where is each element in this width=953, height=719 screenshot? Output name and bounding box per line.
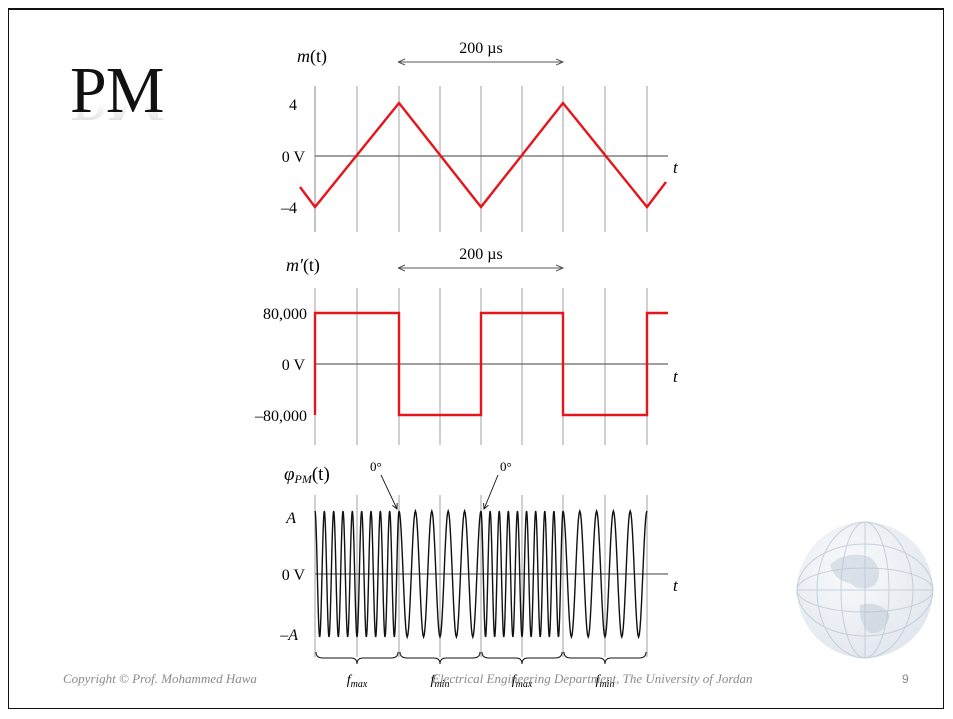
segment-label: fmax [347,673,368,690]
slide-top-border [8,8,944,10]
segment-label: fmax [512,673,533,690]
derivative-ylabel: m′(t) [286,255,320,276]
derivative-tick-0: 0 V [282,357,306,374]
slide-title: PM [70,54,164,127]
frequency-brace [315,651,399,665]
derivative-tick-neg80000: –80,000 [254,408,307,425]
frequency-brace [563,651,647,665]
time-axes [314,86,668,575]
message-tick-0: 0 V [282,149,306,166]
pm-tick-A: A [285,510,296,527]
pm-carrier-wave [314,508,648,640]
message-tick-neg4: –4 [280,200,297,217]
pm-time-label: t [673,576,679,595]
segment-label: fmin [431,673,450,690]
globe-watermark-icon [796,521,934,659]
derivative-period-label: 200 µs [459,246,502,263]
message-tick-4: 4 [289,97,297,114]
segment-label: fmin [596,673,615,690]
pm-phase-arrow-1 [380,474,397,509]
frequency-brace [481,651,563,665]
message-time-label: t [673,158,679,177]
derivative-square-wave [313,311,668,417]
footer-copyright: Copyright © Prof. Mohammed Hawa [63,671,257,686]
pm-phase-label-2: 0° [500,459,512,474]
message-period-label: 200 µs [459,40,502,57]
pm-tick-negA: –A [279,627,298,644]
message-ylabel: m(t) [297,46,327,67]
pm-ylabel: φPM(t) [284,464,330,486]
frequency-braces [315,651,647,665]
page-number: 9 [902,672,909,686]
frequency-brace [399,651,481,665]
pm-phase-arrow-2 [484,474,499,509]
footer-department: Electrical Engineering Department, The U… [432,671,753,686]
derivative-time-label: t [673,367,679,386]
pm-phase-label-1: 0° [370,459,382,474]
derivative-tick-80000: 80,000 [263,306,307,323]
message-triangle-wave [299,101,667,209]
pm-tick-0: 0 V [282,567,306,584]
